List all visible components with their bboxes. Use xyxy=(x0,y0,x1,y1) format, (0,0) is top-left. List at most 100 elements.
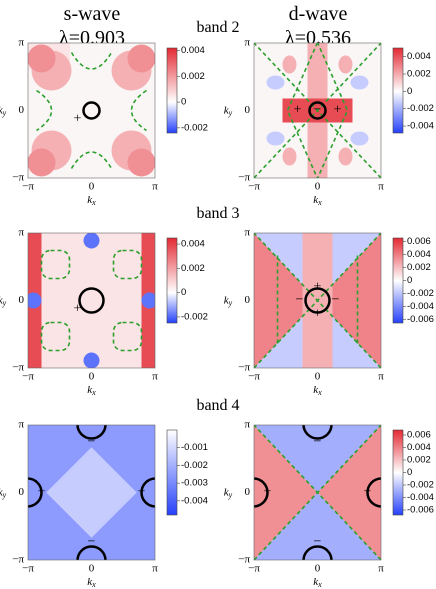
x-axis-label: kx xyxy=(313,576,322,589)
sign: − xyxy=(314,535,322,550)
y-tick-label: π xyxy=(244,37,250,49)
panel-frame xyxy=(253,42,382,179)
y-tick-label: 0 xyxy=(245,294,251,306)
colorbar-tick-label: -0.002 xyxy=(407,288,434,299)
x-tick-label: π xyxy=(378,371,384,383)
colorbar xyxy=(392,237,404,324)
sign: + xyxy=(314,307,322,322)
x-tick-label: π xyxy=(152,371,158,383)
colorbar xyxy=(392,429,404,516)
panel-frame xyxy=(27,424,156,561)
colorbar-tick-label: -0.002 xyxy=(407,103,434,114)
sign: + xyxy=(74,112,82,127)
heatmap xyxy=(254,43,381,178)
colorbar-tick-label: 0.004 xyxy=(407,51,431,62)
y-axis-label: ky xyxy=(224,294,233,307)
x-axis-label: kx xyxy=(87,194,96,207)
sign: − xyxy=(88,435,96,450)
colorbar-tick-label: 0 xyxy=(407,275,412,286)
colorbar-tick-label: 0.004 xyxy=(181,239,205,250)
colorbar-tick-label: 0.006 xyxy=(407,236,431,247)
colorbar-tick-label: -0.004 xyxy=(181,495,208,506)
x-tick-label: −π xyxy=(22,371,34,383)
y-tick-label: −π xyxy=(12,362,24,374)
x-tick-label: π xyxy=(152,181,158,193)
y-axis-label: ky xyxy=(0,294,7,307)
x-tick-label: π xyxy=(378,563,384,575)
sign: − xyxy=(314,435,322,450)
x-axis-label: kx xyxy=(87,576,96,589)
y-tick-label: −π xyxy=(12,554,24,566)
x-tick-label: 0 xyxy=(315,371,321,383)
colorbar-tick-label: -0.006 xyxy=(407,505,434,516)
y-tick-label: 0 xyxy=(245,486,251,498)
y-tick-label: −π xyxy=(238,362,250,374)
x-axis-label: kx xyxy=(313,194,322,207)
heatmap xyxy=(28,233,155,368)
colorbar-tick-label: 0 xyxy=(181,97,186,108)
band-label: band 2 xyxy=(196,19,239,36)
column-title: d-wave xyxy=(289,3,348,25)
x-tick-label: −π xyxy=(248,371,260,383)
colorbar-tick-label: 0.004 xyxy=(181,45,205,56)
colorbar-tick-label: 0.002 xyxy=(181,263,205,274)
x-tick-label: −π xyxy=(22,181,34,193)
colorbar-tick-label: 0 xyxy=(407,86,412,97)
panel-frame xyxy=(27,232,156,369)
colorbar-tick-label: 0.002 xyxy=(407,455,431,466)
sign: + xyxy=(264,485,272,500)
sign: + xyxy=(38,485,46,500)
colorbar-tick-label: -0.002 xyxy=(407,480,434,491)
y-tick-label: 0 xyxy=(245,104,251,116)
heatmap xyxy=(254,425,381,560)
sign: − xyxy=(332,293,340,308)
column-title: s-wave xyxy=(64,3,121,25)
colorbar-tick-label: 0.006 xyxy=(407,430,431,441)
heatmap xyxy=(28,43,155,178)
colorbar-tick-label: -0.003 xyxy=(181,478,208,489)
sign: − xyxy=(88,535,96,550)
y-tick-label: 0 xyxy=(19,104,25,116)
x-tick-label: π xyxy=(152,563,158,575)
heatmap xyxy=(254,233,381,368)
sign: + xyxy=(294,103,302,118)
colorbar-tick-label: -0.001 xyxy=(181,442,208,453)
sign: + xyxy=(334,103,342,118)
y-axis-label: ky xyxy=(0,104,7,117)
band-label: band 4 xyxy=(196,397,239,414)
y-axis-label: ky xyxy=(224,486,233,499)
panel-frame xyxy=(253,232,382,369)
colorbar-tick-label: 0 xyxy=(407,467,412,478)
sign: + xyxy=(364,485,372,500)
panel-frame xyxy=(27,42,156,179)
x-tick-label: 0 xyxy=(89,563,95,575)
y-tick-label: π xyxy=(18,419,24,431)
x-tick-label: −π xyxy=(22,563,34,575)
y-tick-label: −π xyxy=(238,172,250,184)
colorbar-tick-label: 0 xyxy=(181,287,186,298)
colorbar-tick-label: 0.004 xyxy=(407,442,431,453)
sign: + xyxy=(314,280,322,295)
x-axis-label: kx xyxy=(313,384,322,397)
colorbar-tick-label: 0.002 xyxy=(407,69,431,80)
y-axis-label: ky xyxy=(0,486,7,499)
x-tick-label: π xyxy=(378,181,384,193)
x-axis-label: kx xyxy=(87,384,96,397)
y-tick-label: π xyxy=(18,37,24,49)
colorbar-tick-label: 0.002 xyxy=(181,71,205,82)
sign: + xyxy=(74,302,82,317)
colorbar-tick-label: 0.002 xyxy=(407,262,431,273)
y-axis-label: ky xyxy=(224,104,233,117)
colorbar xyxy=(166,429,178,516)
colorbar xyxy=(166,47,178,134)
y-tick-label: 0 xyxy=(19,486,25,498)
x-tick-label: −π xyxy=(248,563,260,575)
band-label: band 3 xyxy=(196,205,239,222)
y-tick-label: π xyxy=(244,419,250,431)
colorbar-tick-label: -0.004 xyxy=(407,121,434,132)
y-tick-label: 0 xyxy=(19,294,25,306)
heatmap xyxy=(28,425,155,560)
colorbar-tick-label: -0.004 xyxy=(407,301,434,312)
y-tick-label: −π xyxy=(12,172,24,184)
